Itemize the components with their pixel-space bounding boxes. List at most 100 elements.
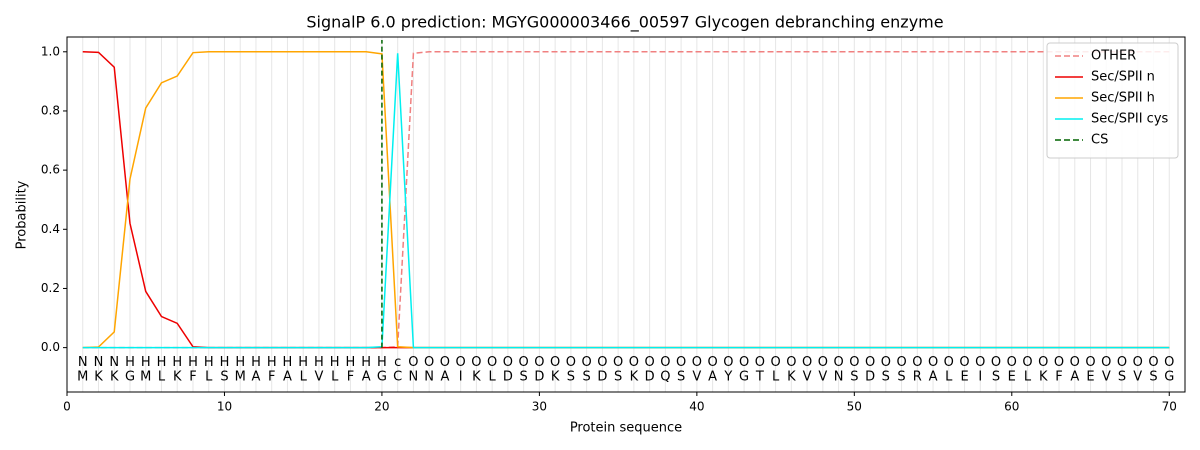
- sequence-letter: D: [865, 370, 875, 385]
- sequence-letter: N: [834, 370, 844, 385]
- sequence-letter: V: [1102, 370, 1111, 385]
- sequence-letter: S: [882, 370, 890, 385]
- y-tick-label: 0.0: [41, 340, 60, 354]
- region-label: O: [645, 355, 655, 370]
- region-label: O: [1164, 355, 1174, 370]
- region-label: O: [723, 355, 733, 370]
- region-label: O: [660, 355, 670, 370]
- region-label: O: [802, 355, 812, 370]
- region-label: O: [566, 355, 576, 370]
- sequence-letter: K: [1039, 370, 1048, 385]
- y-tick-label: 0.4: [41, 222, 60, 236]
- y-tick-label: 0.2: [41, 281, 60, 295]
- series-line: [82, 51, 1170, 349]
- sequence-letter: E: [1008, 370, 1016, 385]
- sequence-letter: V: [692, 370, 701, 385]
- region-label: O: [503, 355, 513, 370]
- sequence-letter: Q: [660, 370, 670, 385]
- sequence-letter: A: [708, 370, 717, 385]
- region-label: O: [550, 355, 560, 370]
- sequence-letter: S: [850, 370, 858, 385]
- sequence-letter: M: [140, 370, 151, 385]
- sequence-letter: E: [960, 370, 968, 385]
- sequence-letter: L: [158, 370, 166, 385]
- sequence-letter: G: [377, 370, 387, 385]
- region-label: O: [1022, 355, 1032, 370]
- sequence-letter: K: [110, 370, 119, 385]
- x-tick-label: 60: [1004, 400, 1019, 414]
- region-label: O: [1101, 355, 1111, 370]
- sequence-letter: V: [818, 370, 827, 385]
- legend-box: [1046, 42, 1179, 159]
- sequence-letter: S: [583, 370, 591, 385]
- sequence-letter: K: [551, 370, 560, 385]
- sequence-letter: L: [1024, 370, 1032, 385]
- region-label: O: [1133, 355, 1143, 370]
- sequence-letter: F: [347, 370, 354, 385]
- sequence-letter: G: [1164, 370, 1174, 385]
- sequence-letter: S: [1149, 370, 1157, 385]
- region-label: H: [251, 355, 261, 370]
- region-label: O: [849, 355, 859, 370]
- sequence-letter: R: [913, 370, 922, 385]
- x-tick-label: 70: [1162, 400, 1177, 414]
- sequence-letter: K: [787, 370, 796, 385]
- sequence-letter: S: [614, 370, 622, 385]
- sequence-letter: D: [534, 370, 544, 385]
- region-label: H: [220, 355, 230, 370]
- region-label: H: [377, 355, 387, 370]
- region-label: O: [676, 355, 686, 370]
- region-label: N: [94, 355, 104, 370]
- sequence-letter: T: [755, 370, 764, 385]
- sequence-letter: C: [393, 370, 402, 385]
- sequence-letter: S: [677, 370, 685, 385]
- region-label: O: [1070, 355, 1080, 370]
- region-label: O: [692, 355, 702, 370]
- sequence-letter: D: [645, 370, 655, 385]
- series-line: [82, 53, 1170, 349]
- sequence-letter: S: [220, 370, 228, 385]
- region-label: c: [394, 355, 401, 370]
- region-label: O: [613, 355, 623, 370]
- legend-label: OTHER: [1091, 49, 1136, 64]
- sequence-letter: L: [331, 370, 339, 385]
- region-label: O: [471, 355, 481, 370]
- sequence-letter: G: [125, 370, 135, 385]
- region-label: H: [267, 355, 277, 370]
- region-label: H: [172, 355, 182, 370]
- region-label: O: [534, 355, 544, 370]
- legend-label: Sec/SPII cys: [1091, 112, 1169, 127]
- legend-label: Sec/SPII n: [1091, 70, 1155, 85]
- sequence-letter: V: [1133, 370, 1142, 385]
- sequence-letter: L: [300, 370, 308, 385]
- sequence-letter: A: [252, 370, 261, 385]
- sequence-letter: V: [314, 370, 323, 385]
- region-label: H: [141, 355, 151, 370]
- region-label: H: [204, 355, 214, 370]
- region-label: O: [424, 355, 434, 370]
- y-tick-label: 0.6: [41, 163, 60, 177]
- sequence-letter: Y: [723, 370, 732, 385]
- region-label: N: [109, 355, 119, 370]
- sequence-letter: M: [235, 370, 246, 385]
- sequence-letter: L: [205, 370, 213, 385]
- sequence-letter: F: [268, 370, 275, 385]
- region-label: O: [770, 355, 780, 370]
- region-label: O: [928, 355, 938, 370]
- sequence-letter: A: [1070, 370, 1079, 385]
- sequence-letter: A: [362, 370, 371, 385]
- region-label: H: [283, 355, 293, 370]
- sequence-letter: L: [772, 370, 780, 385]
- y-axis-label: Probability: [15, 180, 30, 249]
- region-label: H: [346, 355, 356, 370]
- series-line: [82, 51, 1170, 349]
- x-tick-label: 20: [374, 400, 389, 414]
- sequence-letter: D: [597, 370, 607, 385]
- legend-label: Sec/SPII h: [1091, 91, 1155, 106]
- region-label: O: [755, 355, 765, 370]
- sequence-letter: L: [489, 370, 497, 385]
- sequence-letter: F: [1055, 370, 1062, 385]
- sequence-letter: K: [630, 370, 639, 385]
- chart-title: SignalP 6.0 prediction: MGYG000003466_00…: [306, 13, 943, 33]
- sequence-letter: K: [173, 370, 182, 385]
